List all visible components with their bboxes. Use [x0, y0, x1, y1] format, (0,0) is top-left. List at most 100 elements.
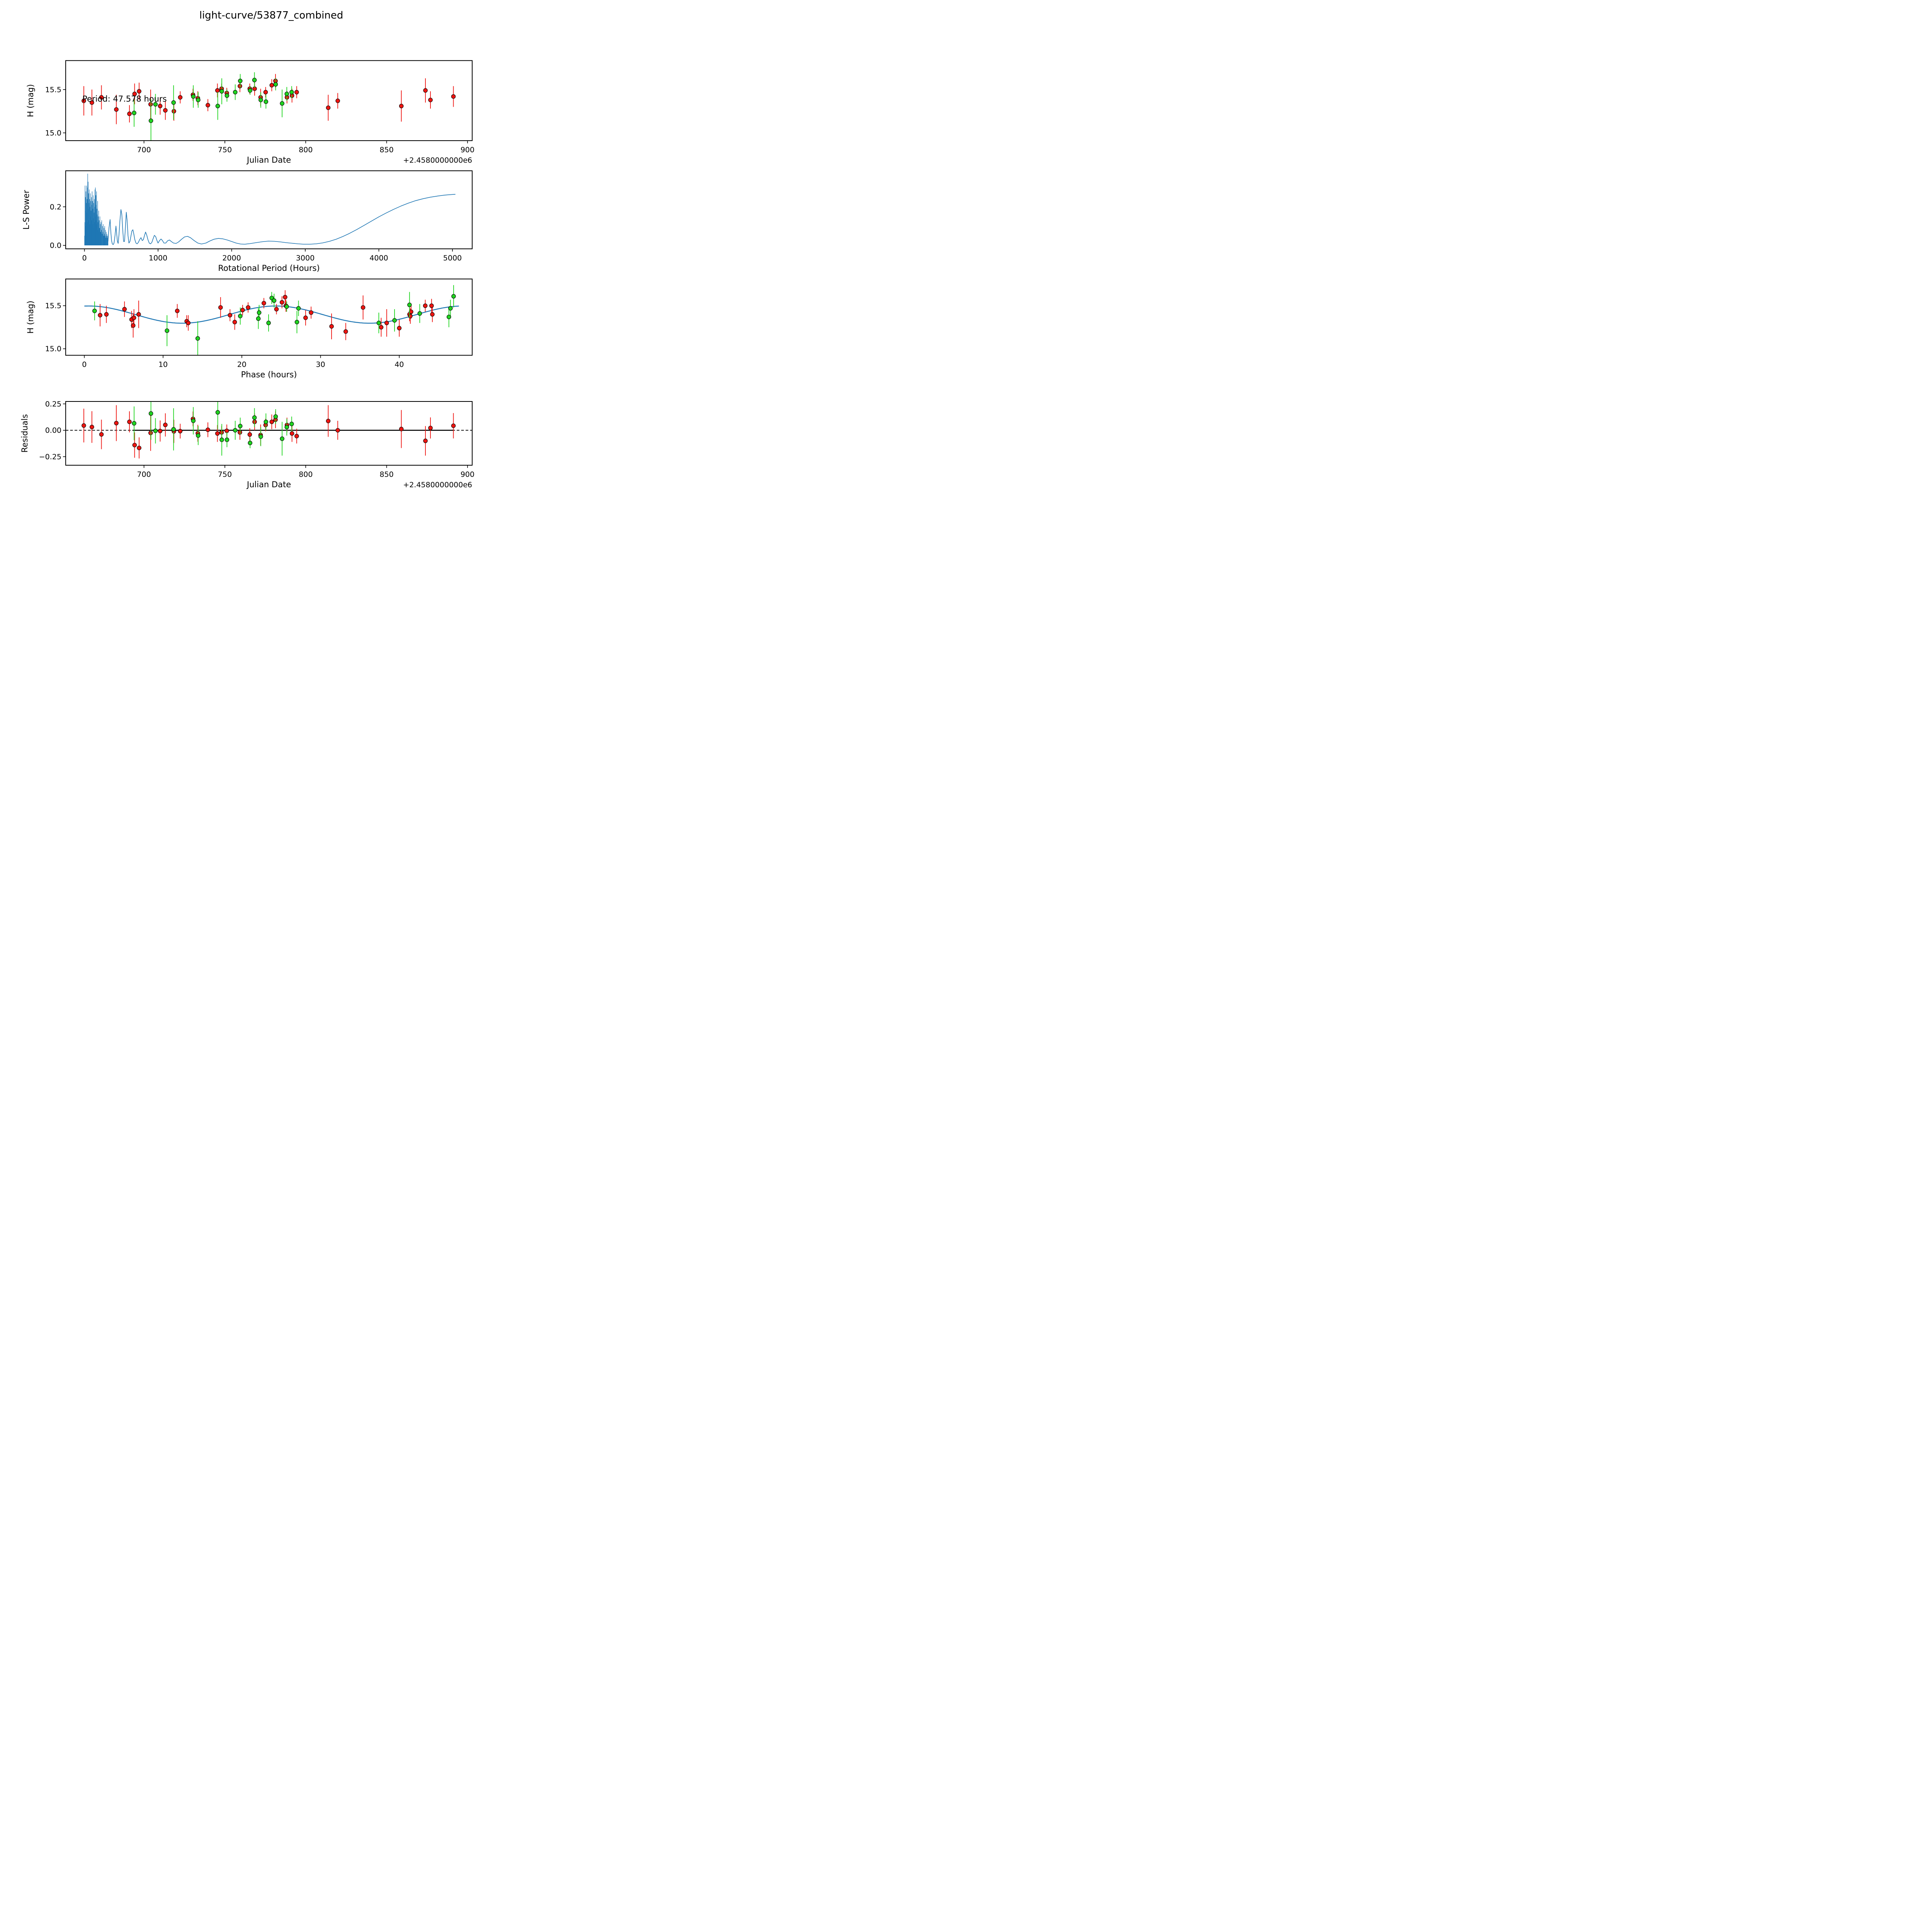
- y-tick-label: 0.00: [45, 426, 61, 435]
- panel-periodogram: 0 1000 2000 3000 4000 5000 0.0 0.2 Rotational Pe…: [22, 170, 473, 273]
- data-point: [206, 427, 210, 432]
- plot-area: [84, 173, 456, 246]
- x-tick-label: 20: [237, 361, 247, 369]
- data-point: [451, 423, 456, 428]
- data-point: [279, 300, 284, 305]
- data-point: [303, 315, 308, 320]
- data-point: [430, 312, 435, 317]
- data-point: [178, 95, 183, 100]
- data-point: [238, 78, 243, 83]
- data-point: [289, 90, 294, 95]
- data-point: [284, 92, 289, 96]
- dataset-red-markers: [82, 417, 456, 450]
- x-axis-offset-label: +2.4580000000e6: [403, 156, 472, 165]
- data-point: [361, 305, 366, 310]
- data-point: [90, 425, 94, 429]
- data-point: [238, 423, 243, 429]
- data-point: [158, 104, 163, 109]
- data-point: [407, 303, 412, 307]
- x-tick-label: 40: [395, 361, 404, 369]
- x-axis-offset-label: +2.4580000000e6: [403, 481, 472, 489]
- data-point: [224, 429, 229, 433]
- data-point: [274, 307, 279, 311]
- data-point: [399, 104, 404, 109]
- dataset-green-markers: [132, 78, 294, 123]
- data-point: [132, 421, 136, 426]
- data-point: [232, 320, 237, 325]
- x-tick-label: 10: [158, 361, 168, 369]
- x-tick-label: 4000: [369, 254, 388, 262]
- data-point: [238, 314, 243, 318]
- y-axis-label: L-S Power: [22, 190, 31, 230]
- x-axis-label: Julian Date: [246, 480, 291, 489]
- data-point: [289, 422, 294, 426]
- data-point: [272, 298, 277, 303]
- axes-frame: [65, 170, 473, 249]
- x-tick-label: 850: [379, 470, 393, 479]
- data-point: [215, 104, 220, 109]
- plot-area: [66, 401, 472, 459]
- data-point: [215, 410, 220, 415]
- dataset-red-markers: [98, 295, 435, 334]
- data-point: [132, 92, 137, 96]
- data-point: [451, 294, 456, 299]
- data-point: [132, 443, 137, 447]
- x-tick-label: 700: [137, 470, 151, 479]
- data-point: [196, 97, 201, 102]
- plot-area: [84, 285, 459, 355]
- figure: light-curve/53877_combined 700 750 800 850 9…: [0, 0, 522, 522]
- y-tick-label: 15.0: [45, 345, 61, 353]
- dataset-red-errorbars: [100, 290, 433, 340]
- data-point: [219, 89, 224, 94]
- data-point: [99, 432, 104, 437]
- data-point: [379, 325, 384, 330]
- data-point: [171, 427, 176, 432]
- data-point: [165, 328, 169, 333]
- data-point: [178, 429, 183, 434]
- x-tick-label: 750: [218, 470, 232, 479]
- data-point: [289, 431, 294, 436]
- data-point: [326, 105, 331, 110]
- dataset-green-errorbars: [134, 72, 292, 141]
- data-point: [423, 303, 428, 308]
- data-point: [196, 433, 201, 438]
- y-axis-label: Residuals: [20, 414, 29, 453]
- data-point: [423, 88, 428, 93]
- data-point: [423, 439, 428, 443]
- data-point: [171, 100, 176, 105]
- data-point: [294, 434, 299, 439]
- data-point: [294, 320, 299, 325]
- figure-title: light-curve/53877_combined: [199, 10, 344, 21]
- data-point: [132, 111, 136, 116]
- plot-area: [82, 72, 456, 141]
- data-point: [451, 94, 456, 99]
- dataset-green-errorbars: [94, 285, 454, 355]
- data-point: [215, 88, 220, 93]
- data-point: [153, 429, 158, 433]
- axes-frame: [65, 401, 473, 466]
- data-point: [397, 326, 402, 330]
- data-point: [392, 318, 397, 323]
- data-point: [266, 321, 271, 325]
- x-axis-label: Julian Date: [246, 155, 291, 165]
- x-tick-label: 5000: [443, 254, 462, 262]
- data-point: [284, 304, 289, 309]
- panels: 700 750 800 850 900 15.0 15.5 Julian Date H (mag…: [20, 60, 474, 489]
- data-point: [294, 90, 299, 95]
- data-point: [335, 99, 340, 103]
- data-point: [215, 431, 220, 436]
- data-point: [429, 303, 434, 308]
- data-point: [153, 102, 158, 107]
- data-point: [246, 305, 250, 310]
- data-point: [344, 329, 348, 334]
- data-point: [148, 118, 153, 123]
- dataset-red-errorbars: [83, 405, 454, 459]
- data-point: [263, 90, 268, 95]
- data-point: [131, 323, 136, 328]
- data-point: [114, 107, 119, 112]
- data-point: [148, 411, 153, 416]
- data-point: [309, 310, 313, 315]
- y-tick-label: 15.5: [45, 85, 61, 94]
- periodogram-spikes: [84, 173, 109, 246]
- x-tick-label: 30: [316, 361, 325, 369]
